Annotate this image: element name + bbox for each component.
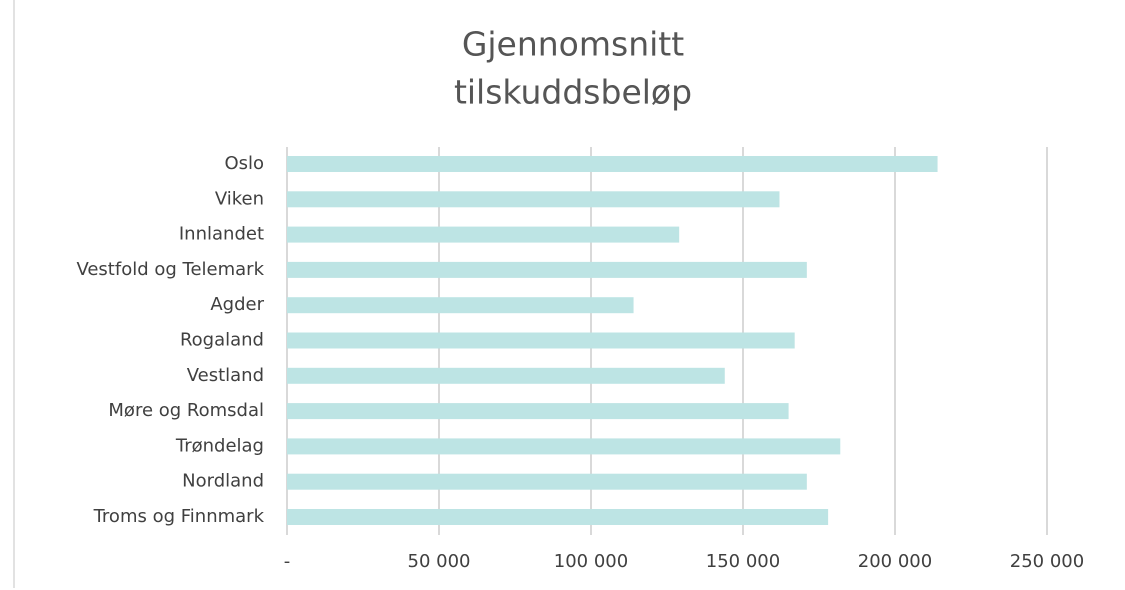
- bar: [287, 156, 938, 172]
- y-tick-label: Trøndelag: [175, 435, 264, 456]
- x-tick-label: 50 000: [408, 551, 471, 572]
- x-tick-label: 200 000: [858, 551, 932, 572]
- y-tick-label: Troms og Finnmark: [93, 506, 265, 527]
- chart-title: Gjennomsnitt: [462, 25, 684, 64]
- bar: [287, 297, 634, 314]
- y-tick-label: Agder: [210, 294, 264, 315]
- x-tick-label: -: [284, 551, 291, 572]
- bar: [287, 367, 725, 384]
- bar: [287, 261, 807, 278]
- y-tick-label: Viken: [215, 188, 264, 209]
- y-tick-label: Møre og Romsdal: [108, 400, 264, 421]
- bar: [287, 191, 780, 208]
- y-tick-label: Nordland: [182, 471, 264, 492]
- x-tick-label: 250 000: [1010, 551, 1084, 572]
- y-tick-label: Rogaland: [180, 330, 264, 351]
- y-tick-label: Vestland: [187, 365, 264, 386]
- y-tick-label: Vestfold og Telemark: [76, 259, 264, 280]
- x-tick-label: 150 000: [706, 551, 780, 572]
- bar: [287, 332, 795, 349]
- chart-title: tilskuddsbeløp: [454, 73, 692, 112]
- bar: [287, 403, 789, 420]
- bar: [287, 509, 829, 525]
- x-tick-label: 100 000: [554, 551, 628, 572]
- y-tick-label: Innlandet: [179, 224, 264, 245]
- bar: [287, 226, 680, 243]
- bar: [287, 438, 841, 455]
- y-tick-label: Oslo: [224, 153, 264, 174]
- bar: [287, 473, 807, 490]
